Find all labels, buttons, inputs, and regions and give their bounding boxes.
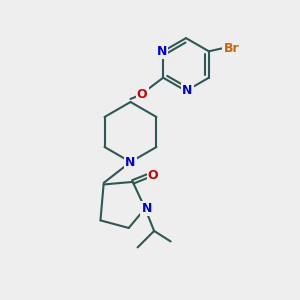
Text: Br: Br (224, 42, 239, 55)
Text: O: O (137, 88, 147, 101)
Text: N: N (141, 202, 152, 215)
Text: N: N (125, 155, 136, 169)
Text: N: N (182, 84, 193, 98)
Text: O: O (148, 169, 158, 182)
Text: N: N (156, 45, 167, 58)
